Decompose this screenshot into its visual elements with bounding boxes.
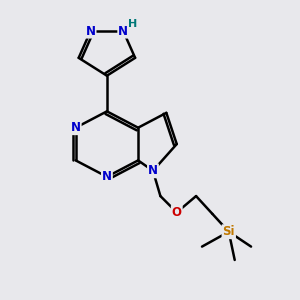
Text: Si: Si [223,225,235,238]
Text: N: N [85,25,96,38]
Text: O: O [172,206,182,219]
Text: N: N [118,25,128,38]
Text: N: N [71,121,81,134]
Text: N: N [148,164,158,177]
Text: N: N [102,170,112,183]
Text: H: H [128,19,137,29]
